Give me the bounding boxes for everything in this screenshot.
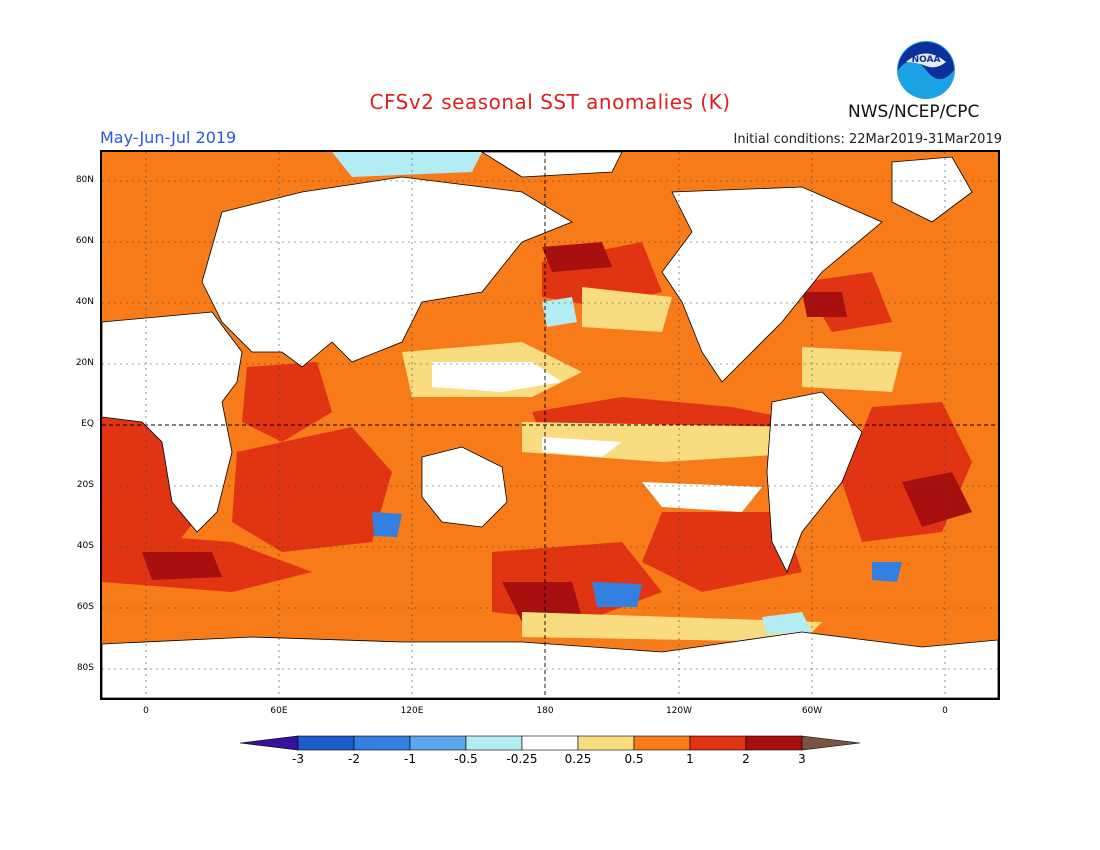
map-canvas [102, 152, 998, 698]
lon-label-60w: 60W [801, 706, 823, 716]
cool-anomaly-regions [332, 152, 812, 634]
colorbar-tick-label: -0.25 [506, 752, 538, 766]
sst-anomaly-map [100, 150, 1000, 700]
colorbar-tick-label: 1 [686, 752, 694, 766]
lon-label-120e: 120E [400, 706, 424, 716]
lat-label-20n: 20N [75, 358, 94, 368]
colorbar-tick-label: -1 [404, 752, 416, 766]
colorbar-min-triangle [239, 735, 299, 751]
lat-label-40n: 40N [75, 297, 94, 307]
initial-conditions-label: Initial conditions: 22Mar2019-31Mar2019 [733, 132, 1003, 147]
season-label: May-Jun-Jul 2019 [100, 128, 237, 147]
continents [102, 152, 998, 698]
colorbar-cell [745, 735, 803, 751]
lat-label-80n: 80N [75, 175, 94, 185]
colorbar-cell [521, 735, 579, 751]
lat-label-eq: EQ [81, 419, 94, 429]
colorbar-tick-label: 0.5 [624, 752, 644, 766]
lon-label-120w: 120W [665, 706, 693, 716]
graticule [102, 152, 998, 698]
agency-label: NWS/NCEP/CPC [848, 102, 980, 122]
colorbar-cell [689, 735, 747, 751]
logo-text: NOAA [912, 55, 941, 65]
colorbar [239, 735, 861, 751]
lon-label-180: 180 [536, 706, 554, 716]
colorbar-max-triangle [801, 735, 861, 751]
noaa-logo: NOAA [897, 41, 955, 99]
colorbar-cell [353, 735, 411, 751]
lon-label-0-west: 0 [143, 706, 149, 716]
colorbar-cell [297, 735, 355, 751]
colorbar-cell [409, 735, 467, 751]
chart-title: CFSv2 seasonal SST anomalies (K) [369, 90, 731, 114]
lat-label-40s: 40S [76, 541, 94, 551]
colorbar-cell [577, 735, 635, 751]
colorbar-tick-label: 0.25 [564, 752, 592, 766]
near-zero-regions [432, 362, 762, 512]
lat-label-60s: 60S [76, 602, 94, 612]
lon-label-0-east: 0 [942, 706, 948, 716]
colorbar-tick-label: -2 [348, 752, 360, 766]
colorbar-tick-label: 3 [798, 752, 806, 766]
colorbar-cell [465, 735, 523, 751]
colorbar-cell [633, 735, 691, 751]
colorbar-cells [239, 735, 861, 751]
lat-label-20s: 20S [76, 480, 94, 490]
lat-label-60n: 60N [75, 236, 94, 246]
lon-label-60e: 60E [270, 706, 288, 716]
colorbar-tick-label: -0.5 [454, 752, 478, 766]
lat-label-80s: 80S [76, 663, 94, 673]
colorbar-tick-label: 2 [742, 752, 750, 766]
colorbar-tick-label: -3 [292, 752, 304, 766]
equator-dateline [102, 152, 998, 698]
